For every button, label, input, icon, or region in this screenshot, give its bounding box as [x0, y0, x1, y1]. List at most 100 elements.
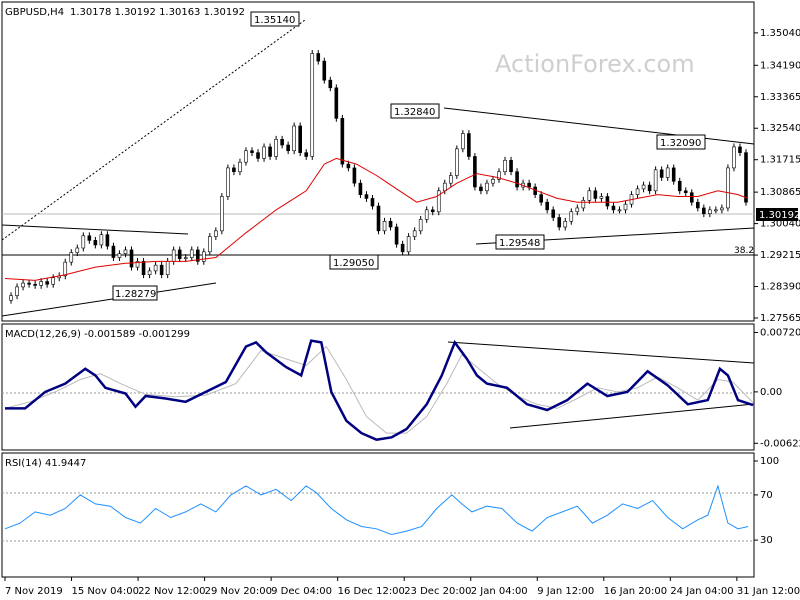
price-tick-label: 1.35040	[760, 28, 800, 39]
time-tick-label: 23 Dec 20:00	[404, 586, 471, 597]
candle-body	[563, 221, 568, 228]
candle-body	[665, 167, 670, 178]
macd-title: MACD(12,26,9) -0.001589 -0.001299	[5, 329, 190, 340]
watermark: ActionForex.com	[495, 50, 695, 78]
macd-pane: MACD(12,26,9) -0.001589 -0.001299 0.0072…	[1, 323, 800, 451]
price-pane-frame	[1, 1, 755, 322]
candle-body	[479, 186, 483, 192]
candle-body	[298, 125, 302, 153]
candle-body	[81, 235, 86, 249]
candle-body	[617, 209, 622, 212]
price-tick-label: 1.27565	[760, 313, 800, 324]
candle-body	[744, 152, 748, 203]
candle-body	[406, 236, 411, 253]
annotation-support: 1.29548	[495, 234, 545, 250]
annotation-low-box	[329, 254, 379, 270]
candle-body	[346, 163, 351, 169]
candle-body	[599, 196, 604, 199]
candle-body	[232, 167, 236, 173]
candle-body	[593, 190, 598, 199]
candle-body	[129, 249, 134, 268]
time-tick-label: 15 Nov 04:00	[72, 586, 139, 597]
last-price-tag-box	[756, 208, 798, 221]
candle-body	[473, 156, 477, 188]
candle-body	[551, 209, 556, 218]
annotation-low-text: 1.29050	[333, 258, 374, 269]
moving-average-line	[4, 157, 749, 281]
time-tick-label: 22 Nov 12:00	[138, 586, 205, 597]
candle-body	[189, 249, 194, 258]
rsi-tick-label: 30	[760, 535, 773, 546]
candle-body	[720, 207, 724, 211]
candle-body	[256, 152, 260, 159]
rsi-pane-frame	[1, 452, 755, 578]
candle-body	[726, 167, 730, 209]
candle-body	[165, 261, 170, 276]
price-tick-label: 1.29215	[760, 250, 800, 261]
rsi-tick-label: 70	[760, 490, 773, 501]
candle-body	[159, 264, 164, 276]
candle-body	[461, 133, 465, 150]
rsi-line	[4, 484, 749, 536]
candle-body	[545, 201, 549, 211]
candle-body	[105, 234, 110, 247]
candle-body	[442, 182, 447, 192]
price-pane: ActionForex.com GBPUSD,H4 1.30178 1.3019…	[1, 1, 800, 324]
rsi-axis: 100 70 30	[754, 456, 779, 546]
candle-body	[382, 221, 387, 232]
candle-body	[262, 146, 266, 159]
candle-body	[436, 190, 441, 213]
time-tick-label: 29 Nov 20:00	[205, 586, 272, 597]
candle-body	[27, 282, 31, 285]
price-tick-label: 1.30040	[760, 219, 800, 230]
rsi-title: RSI(14) 41.9447	[5, 458, 86, 469]
candle-body	[21, 282, 25, 288]
candle-body	[575, 207, 580, 213]
candle-body	[394, 226, 399, 245]
candle-body	[328, 79, 333, 89]
candle-body	[659, 169, 664, 178]
price-tick-label: 1.28390	[760, 282, 800, 293]
candle-body	[641, 184, 646, 190]
price-tick-label: 1.33365	[760, 92, 800, 103]
annotation-support-text: 1.29548	[499, 238, 540, 249]
candle-body	[274, 139, 278, 157]
time-tick-label: 2 Jan 04:00	[471, 586, 528, 597]
annotation-left-low: 1.28279	[112, 285, 158, 301]
candle-body	[39, 281, 43, 286]
candle-body	[316, 53, 321, 62]
candle-body	[738, 146, 742, 153]
candle-body	[671, 167, 676, 182]
annotation-high: 1.35140	[250, 11, 300, 27]
candle-body	[581, 200, 586, 209]
annotation-low: 1.29050	[329, 254, 379, 270]
macd-line	[5, 339, 754, 441]
macd-signal-line	[4, 345, 754, 434]
annotation-third-high-text: 1.32090	[660, 138, 701, 149]
candle-body	[515, 171, 519, 188]
candle-body	[388, 221, 393, 228]
candle-body	[99, 234, 104, 246]
candle-body	[503, 159, 507, 173]
ohlc-label: 1.30178 1.30192 1.30163 1.30192	[70, 7, 245, 18]
candle-body	[400, 243, 405, 253]
annotation-high-text: 1.35140	[254, 15, 295, 26]
candle-body	[376, 205, 381, 232]
candle-body	[708, 209, 712, 214]
symbol-label: GBPUSD,H4	[5, 7, 64, 18]
candle-body	[292, 125, 296, 152]
time-axis: 7 Nov 2019 15 Nov 04:00 22 Nov 12:00 29 Nov…	[4, 577, 800, 597]
rsi-pane: RSI(14) 41.9447 100 70 30	[1, 452, 779, 578]
dotted-trendline	[1, 19, 306, 241]
candle-body	[587, 190, 592, 201]
candle-body	[51, 277, 55, 285]
candle-body	[340, 118, 345, 165]
time-tick-label: 9 Jan 12:00	[537, 586, 594, 597]
candle-body	[9, 295, 13, 301]
candle-body	[304, 152, 309, 157]
macd-tick-label: 0.007201	[760, 327, 800, 338]
annotation-second-high-text: 1.32840	[394, 107, 435, 118]
candle-body	[635, 188, 640, 195]
annotation-second-high: 1.32840	[390, 103, 440, 119]
